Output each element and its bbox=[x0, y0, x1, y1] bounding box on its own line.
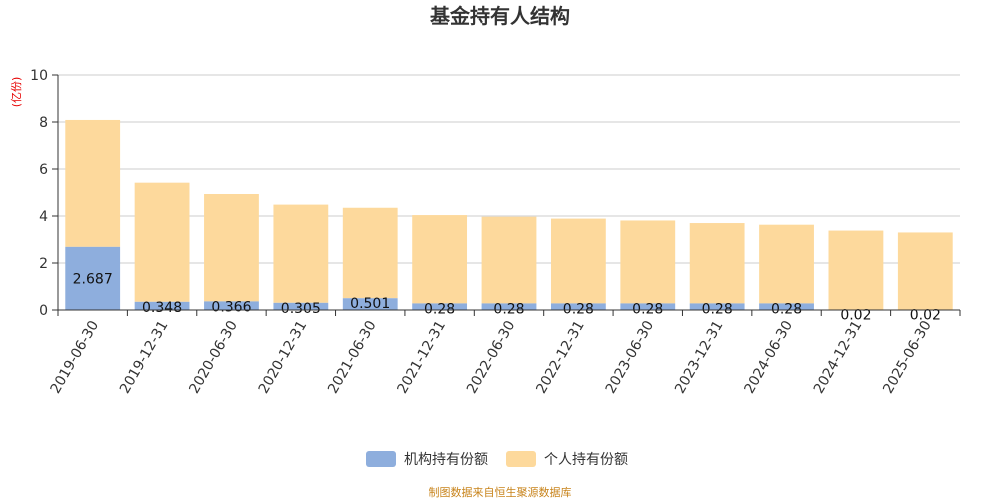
bar-individual bbox=[828, 230, 884, 310]
legend-label: 机构持有份额 bbox=[404, 452, 488, 468]
data-label: 0.02 bbox=[910, 308, 941, 324]
bar-individual bbox=[620, 220, 676, 304]
x-tick-label: 2020-12-31 bbox=[256, 318, 311, 396]
y-tick-label: 10 bbox=[30, 68, 48, 84]
y-tick-label: 6 bbox=[39, 162, 48, 178]
x-tick-label: 2023-06-30 bbox=[603, 318, 658, 396]
bar-institutional bbox=[620, 303, 676, 310]
data-label: 0.28 bbox=[424, 301, 455, 317]
bar-individual bbox=[134, 182, 190, 302]
x-tick-label: 2021-06-30 bbox=[325, 318, 380, 396]
bar-individual bbox=[412, 215, 468, 304]
bar-institutional bbox=[689, 303, 745, 310]
data-label: 0.02 bbox=[840, 308, 871, 324]
data-label: 0.28 bbox=[771, 301, 802, 317]
y-tick-label: 0 bbox=[39, 303, 48, 319]
x-tick-label: 2020-06-30 bbox=[186, 318, 241, 396]
legend-label: 个人持有份额 bbox=[544, 452, 628, 468]
y-tick-label: 8 bbox=[39, 115, 48, 131]
bar-individual bbox=[342, 207, 398, 299]
bar-institutional bbox=[481, 303, 537, 310]
data-label: 2.687 bbox=[73, 271, 113, 287]
bar-institutional bbox=[204, 301, 259, 310]
bar-individual bbox=[897, 232, 953, 310]
x-tick-label: 2025-06-30 bbox=[880, 318, 935, 396]
bar-institutional bbox=[65, 246, 121, 310]
y-axis: 0 2 4 6 8 10 bbox=[30, 68, 59, 319]
data-labels: 2.687 0.348 0.366 0.305 0.501 0.28 0.28 0.28 0.2… bbox=[73, 271, 941, 323]
bar-individual bbox=[689, 223, 745, 304]
data-label: 0.366 bbox=[211, 299, 251, 315]
x-tick-label: 2023-12-31 bbox=[672, 318, 727, 396]
data-label: 0.28 bbox=[493, 301, 524, 317]
data-label: 0.501 bbox=[350, 296, 390, 312]
x-tick-label: 2021-12-31 bbox=[395, 318, 450, 396]
x-tick-label: 2019-06-30 bbox=[48, 318, 103, 396]
bar-institutional bbox=[342, 298, 398, 310]
bar-individual bbox=[273, 204, 329, 303]
bar-institutional bbox=[550, 303, 606, 310]
data-label: 0.348 bbox=[142, 300, 182, 316]
bar-individual bbox=[204, 194, 259, 302]
x-tick-label: 2022-06-30 bbox=[464, 318, 519, 396]
chart-title: 基金持有人结构 bbox=[430, 4, 570, 28]
data-label: 0.28 bbox=[563, 301, 594, 317]
x-axis: 2019-06-30 2019-12-31 2020-06-30 2020-12-31… bbox=[48, 309, 961, 396]
bar-institutional bbox=[134, 301, 190, 310]
x-tick-label: 2019-12-31 bbox=[117, 318, 172, 396]
y-axis-label: (亿份) bbox=[10, 77, 23, 108]
x-tick-label: 2022-12-31 bbox=[533, 318, 588, 396]
bar-institutional bbox=[412, 303, 468, 310]
data-label: 0.28 bbox=[632, 301, 663, 317]
bar-individual bbox=[65, 119, 121, 247]
bar-individual bbox=[481, 216, 537, 304]
legend-swatch bbox=[506, 451, 536, 467]
bars bbox=[65, 119, 953, 310]
source-note: 制图数据来自恒生聚源数据库 bbox=[429, 485, 572, 499]
y-tick-label: 2 bbox=[39, 256, 48, 272]
legend: 机构持有份额 个人持有份额 bbox=[366, 451, 628, 468]
bar-institutional bbox=[273, 302, 329, 310]
bar-institutional bbox=[759, 303, 814, 310]
bar-individual bbox=[550, 218, 606, 304]
y-tick-label: 4 bbox=[39, 209, 48, 225]
data-label: 0.305 bbox=[281, 301, 321, 317]
x-tick-label: 2024-12-31 bbox=[811, 318, 866, 396]
x-tick-label: 2024-06-30 bbox=[741, 318, 796, 396]
data-label: 0.28 bbox=[702, 301, 733, 317]
legend-swatch bbox=[366, 451, 396, 467]
bar-individual bbox=[759, 224, 814, 304]
